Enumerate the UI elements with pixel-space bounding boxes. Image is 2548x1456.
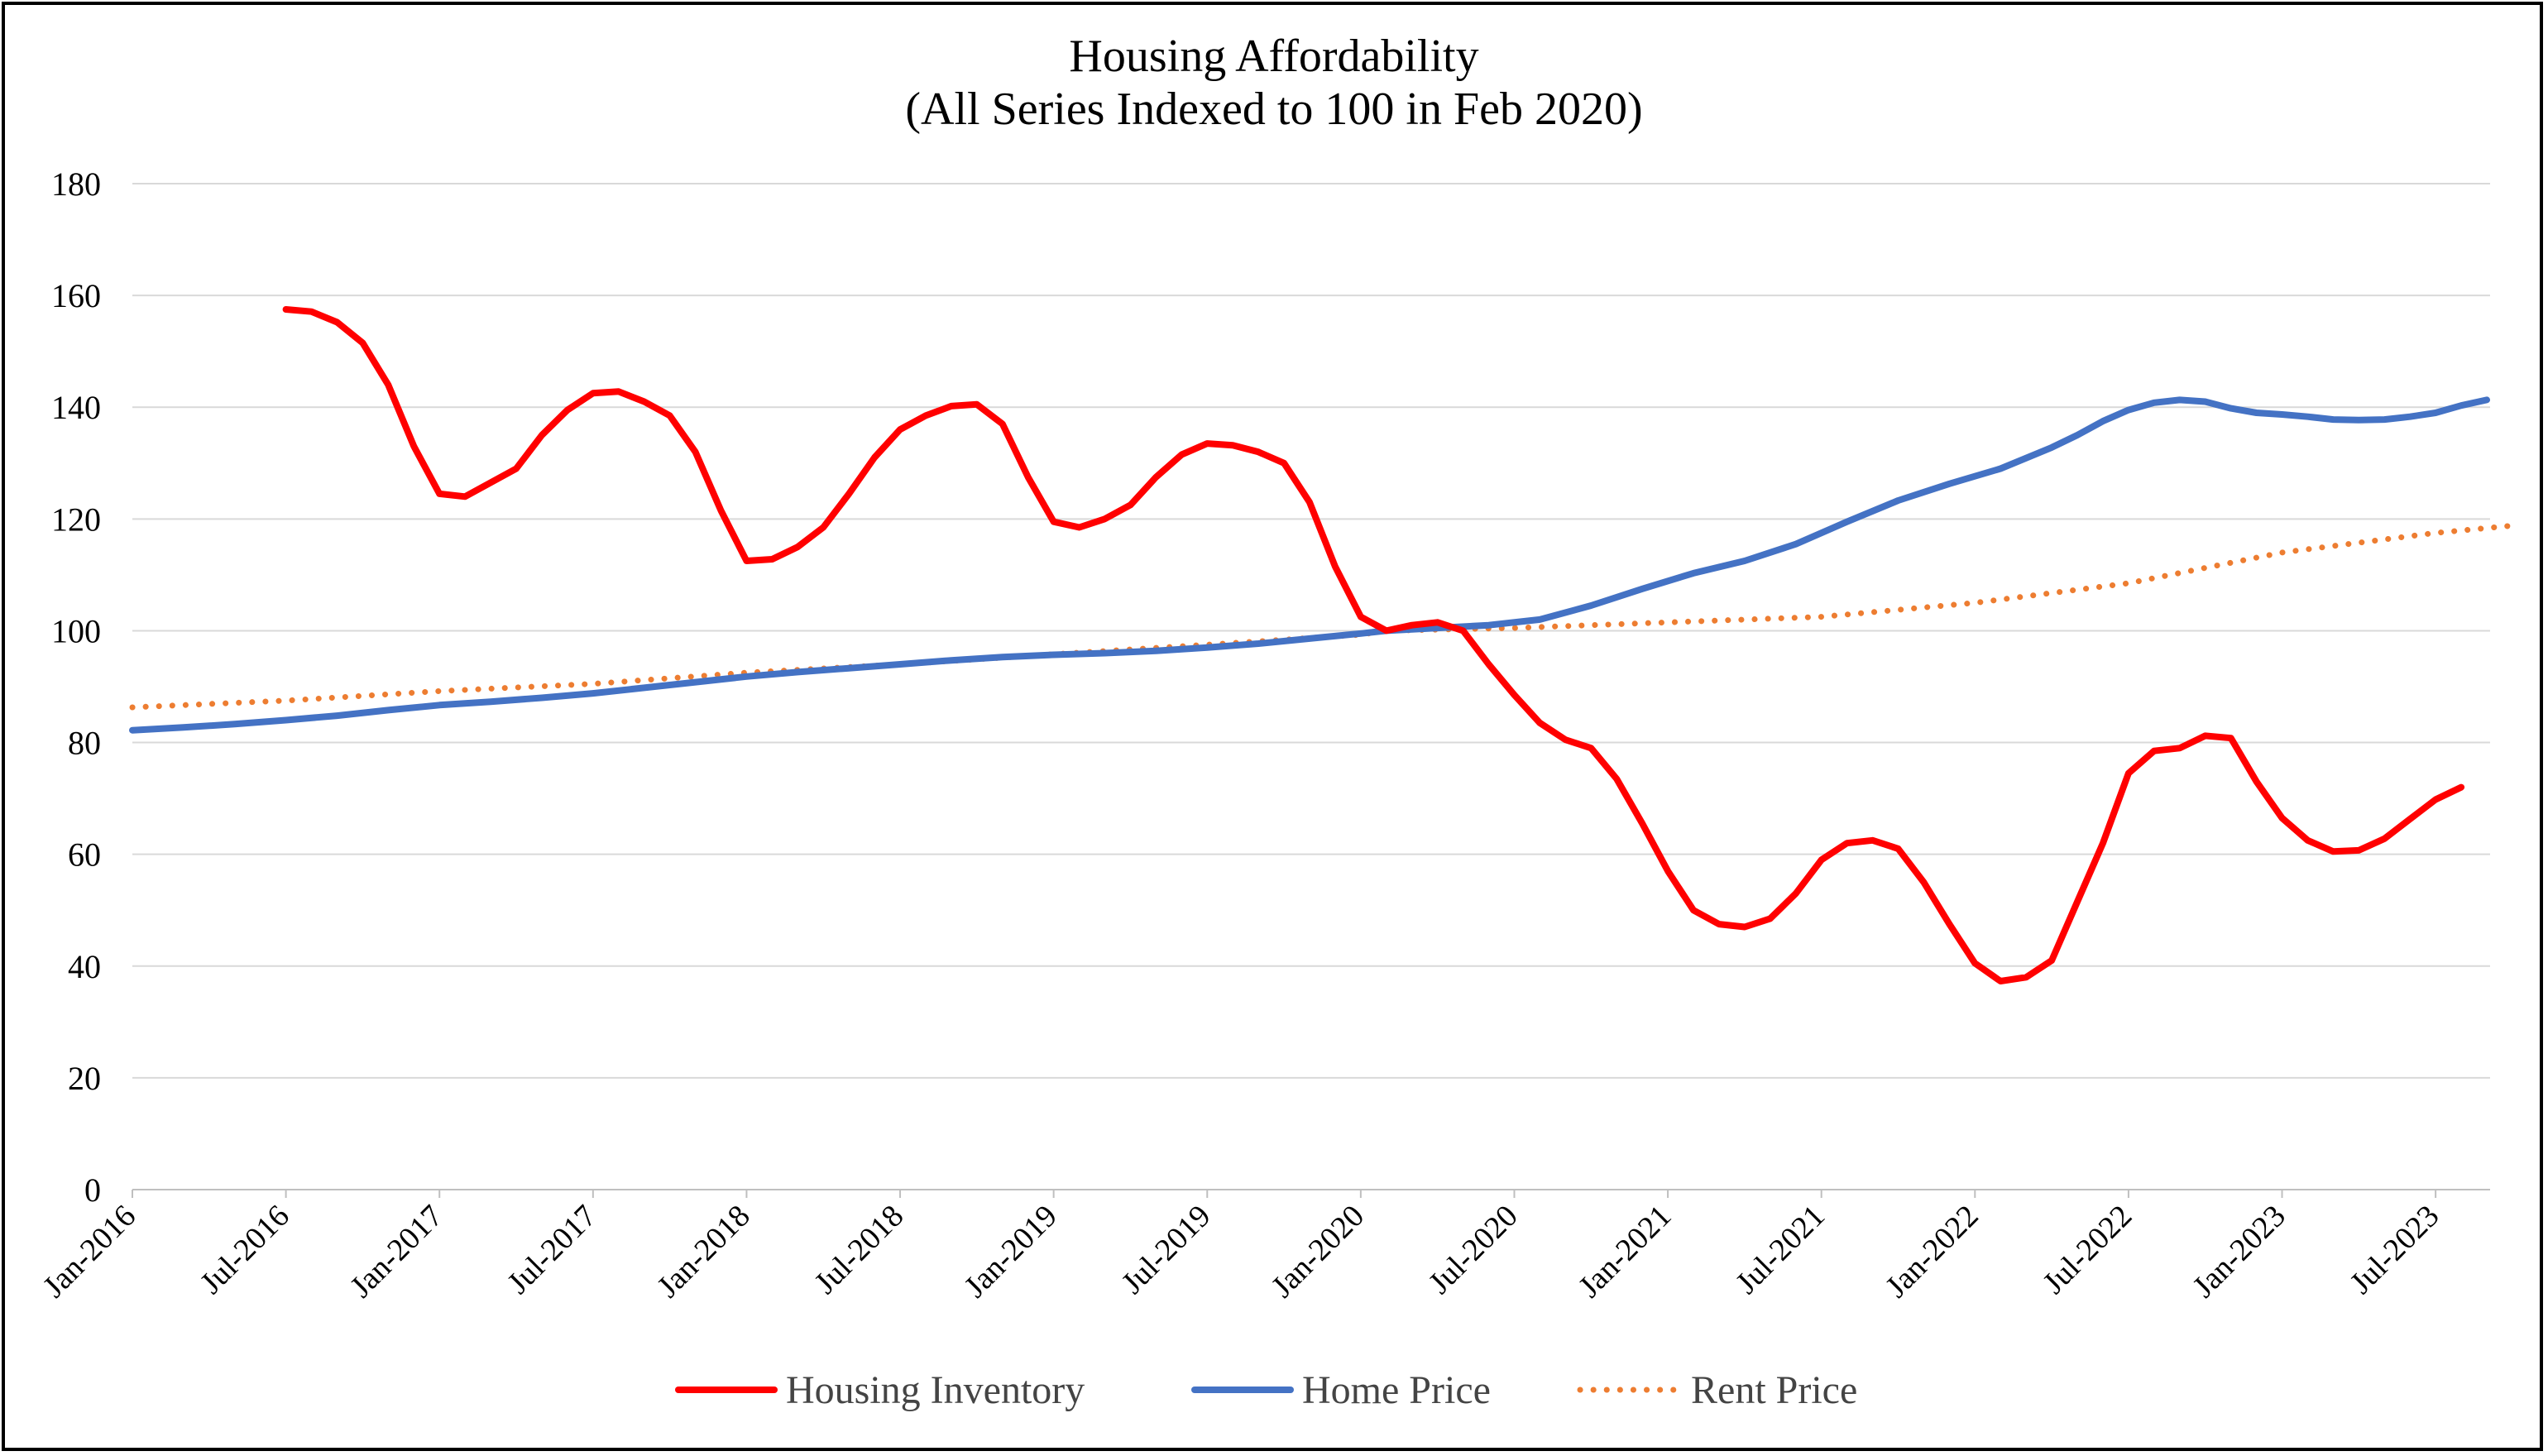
y-axis: 0 20 40 60 80 100 120 140 160 180 bbox=[51, 165, 101, 1209]
legend: Housing Inventory Home Price Rent Price bbox=[675, 1368, 1857, 1412]
gridlines bbox=[132, 183, 2490, 1190]
x-tick-label: Jan-2016 bbox=[36, 1199, 142, 1305]
x-axis: Jan-2016 Jul-2016 Jan-2017 Jul-2017 Jan-2018… bbox=[36, 1190, 2445, 1305]
x-tick-label: Jul-2023 bbox=[2344, 1199, 2446, 1301]
y-tick-label: 0 bbox=[84, 1171, 101, 1209]
y-tick-label: 160 bbox=[51, 277, 101, 314]
x-tick-label: Jan-2017 bbox=[343, 1199, 449, 1305]
x-tick-label: Jul-2019 bbox=[1115, 1199, 1218, 1301]
y-tick-label: 100 bbox=[51, 612, 101, 649]
legend-label: Rent Price bbox=[1691, 1368, 1857, 1412]
y-tick-label: 20 bbox=[68, 1060, 101, 1097]
chart-subtitle: (All Series Indexed to 100 in Feb 2020) bbox=[905, 84, 1642, 135]
x-tick-label: Jul-2016 bbox=[194, 1199, 296, 1301]
x-tick-label: Jan-2020 bbox=[1265, 1199, 1371, 1305]
x-tick-label: Jan-2019 bbox=[958, 1199, 1064, 1305]
y-tick-label: 180 bbox=[51, 165, 101, 203]
series-line-rent-price bbox=[129, 522, 2516, 711]
chart-title: Housing Affordability bbox=[1069, 31, 1478, 82]
y-tick-label: 40 bbox=[68, 948, 101, 985]
legend-label: Housing Inventory bbox=[786, 1368, 1085, 1412]
x-tick-label: Jan-2023 bbox=[2186, 1199, 2292, 1305]
x-tick-label: Jul-2018 bbox=[808, 1199, 911, 1301]
x-tick-label: Jul-2017 bbox=[500, 1199, 603, 1301]
x-tick-label: Jul-2022 bbox=[2037, 1199, 2139, 1301]
y-tick-label: 120 bbox=[51, 500, 101, 538]
y-tick-label: 80 bbox=[68, 725, 101, 762]
x-tick-label: Jan-2018 bbox=[651, 1199, 757, 1305]
series-line-home-price bbox=[129, 396, 2490, 734]
plot-area bbox=[129, 306, 2516, 984]
x-tick-label: Jul-2021 bbox=[1729, 1199, 1832, 1301]
x-tick-label: Jan-2022 bbox=[1879, 1199, 1985, 1305]
legend-label: Home Price bbox=[1302, 1368, 1491, 1412]
series-line-housing-inventory bbox=[282, 306, 2465, 984]
x-tick-label: Jul-2020 bbox=[1422, 1199, 1525, 1301]
y-tick-label: 140 bbox=[51, 389, 101, 426]
y-tick-label: 60 bbox=[68, 836, 101, 874]
x-tick-label: Jan-2021 bbox=[1572, 1199, 1678, 1305]
